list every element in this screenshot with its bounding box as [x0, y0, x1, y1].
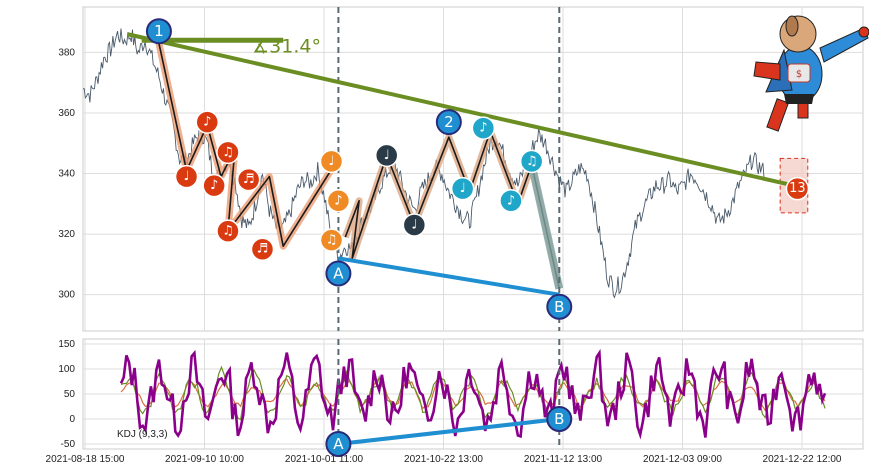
price-plot-frame — [82, 6, 864, 332]
kdj-j-line — [119, 348, 827, 440]
price-y-tick-label: 340 — [58, 169, 75, 180]
price-panel: 300 320 340 360 380 ∡31.4° 1 ♩ ♪ ♪ ♫ ♫ ♬ ♬ ♩ ♪ ♫ A ♩ ♩ 2 ♩ ♪… — [58, 6, 864, 332]
wave-marker-label: ♪ — [210, 178, 218, 193]
kdj-title: KDJ (9,3,3) — [117, 429, 168, 440]
kdj-y-tick-label: 0 — [69, 414, 75, 425]
wave-marker — [319, 228, 344, 252]
wave-marker — [202, 173, 226, 198]
kdj-marker-label: A — [333, 435, 344, 453]
wave-marker — [435, 109, 462, 136]
wave-marker-label: ♬ — [257, 242, 269, 257]
superhero-dog-mascot-logo: $ — [753, 15, 869, 132]
wave-marker-label: B — [554, 298, 564, 316]
wave-marker-label: ♪ — [507, 193, 515, 208]
wave-marker-label: ♫ — [222, 224, 234, 239]
wave-marker — [195, 110, 219, 134]
wave-marker-label: 2 — [444, 113, 454, 131]
green-trendline — [127, 32, 809, 191]
price-y-tick-label: 300 — [58, 290, 75, 301]
x-tick-label: 2021-10-22 13:00 — [404, 454, 483, 465]
wave-marker-label: ♪ — [479, 121, 487, 136]
wave-marker-label: ♩ — [183, 169, 189, 184]
wave-marker-label: ♫ — [222, 145, 234, 160]
kdj-blue-trendline — [338, 417, 560, 446]
wave-marker-label: A — [333, 264, 344, 282]
blue-trendline — [338, 256, 560, 297]
wave-path-teal — [527, 163, 564, 290]
price-y-ticks: 300 320 340 360 380 — [58, 47, 75, 300]
price-y-tick-label: 380 — [58, 47, 75, 58]
wave-marker — [250, 237, 275, 261]
x-tick-label: 2021-10-01 11:00 — [285, 454, 364, 465]
svg-text:$: $ — [796, 69, 802, 80]
kdj-marker — [325, 431, 352, 457]
wave-marker — [174, 164, 199, 189]
x-tick-label: 2021-11-12 13:00 — [524, 454, 603, 465]
wave-marker-label: ♪ — [334, 193, 342, 208]
price-grid — [83, 7, 863, 331]
wave-marker-label: ♩ — [460, 181, 466, 196]
wave-marker-label: ♫ — [326, 233, 338, 248]
wave-marker — [546, 293, 573, 320]
wave-marker-label: 13 — [789, 181, 806, 196]
price-line — [82, 28, 766, 299]
wave-marker — [402, 213, 427, 237]
wave-marker-label: ♬ — [243, 172, 255, 187]
x-tick-label: 2021-12-03 09:00 — [643, 454, 722, 465]
wave-marker — [325, 260, 352, 287]
kdj-y-tick-label: 150 — [58, 339, 75, 350]
wave-marker-label: ♪ — [203, 115, 211, 130]
wave-marker — [374, 143, 399, 168]
x-tick-label: 2021-09-10 10:00 — [165, 454, 244, 465]
wave-marker — [319, 149, 344, 174]
kdj-y-tick-label: -50 — [61, 439, 76, 450]
x-axis-ticks: 2021-08-18 15:00 2021-09-10 10:00 2021-10-… — [46, 454, 842, 465]
price-y-tick-label: 320 — [58, 229, 75, 240]
angle-label: ∡31.4° — [252, 35, 321, 57]
kdj-marker — [546, 406, 573, 432]
wave-marker-label: ♫ — [526, 154, 538, 169]
wave-marker — [499, 189, 523, 213]
wave-marker — [785, 176, 810, 201]
wave-marker-label: ♩ — [328, 154, 334, 169]
kdj-series — [119, 348, 827, 440]
wave-marker — [145, 18, 172, 45]
price-markers: 1 ♩ ♪ ♪ ♫ ♫ ♬ ♬ ♩ ♪ ♫ A ♩ ♩ 2 ♩ ♪ ♪ ♫ B 13 — [145, 18, 810, 320]
price-y-tick-label: 360 — [58, 108, 75, 119]
x-tick-label: 2021-08-18 15:00 — [46, 454, 125, 465]
wave-marker — [236, 167, 261, 192]
kdj-marker-label: B — [554, 410, 564, 428]
wave-marker — [326, 189, 351, 213]
wave-marker-label: 1 — [154, 22, 164, 40]
x-tick-label: 2021-12-22 12:00 — [763, 454, 842, 465]
wave-marker-label: ♩ — [384, 148, 390, 163]
wave-marker — [216, 140, 240, 165]
wave-marker — [450, 176, 475, 201]
wave-path-line — [344, 130, 561, 289]
kdj-y-ticks: -50 0 50 100 150 — [58, 339, 75, 450]
kdj-y-tick-label: 100 — [58, 364, 75, 375]
wave-marker — [216, 219, 240, 243]
wave-marker — [471, 116, 496, 140]
price-series — [82, 28, 766, 299]
wave-marker-label: ♩ — [411, 218, 417, 233]
wave-marker — [519, 149, 544, 174]
kdj-markers: AB — [325, 406, 573, 457]
kdj-y-tick-label: 50 — [64, 389, 76, 400]
